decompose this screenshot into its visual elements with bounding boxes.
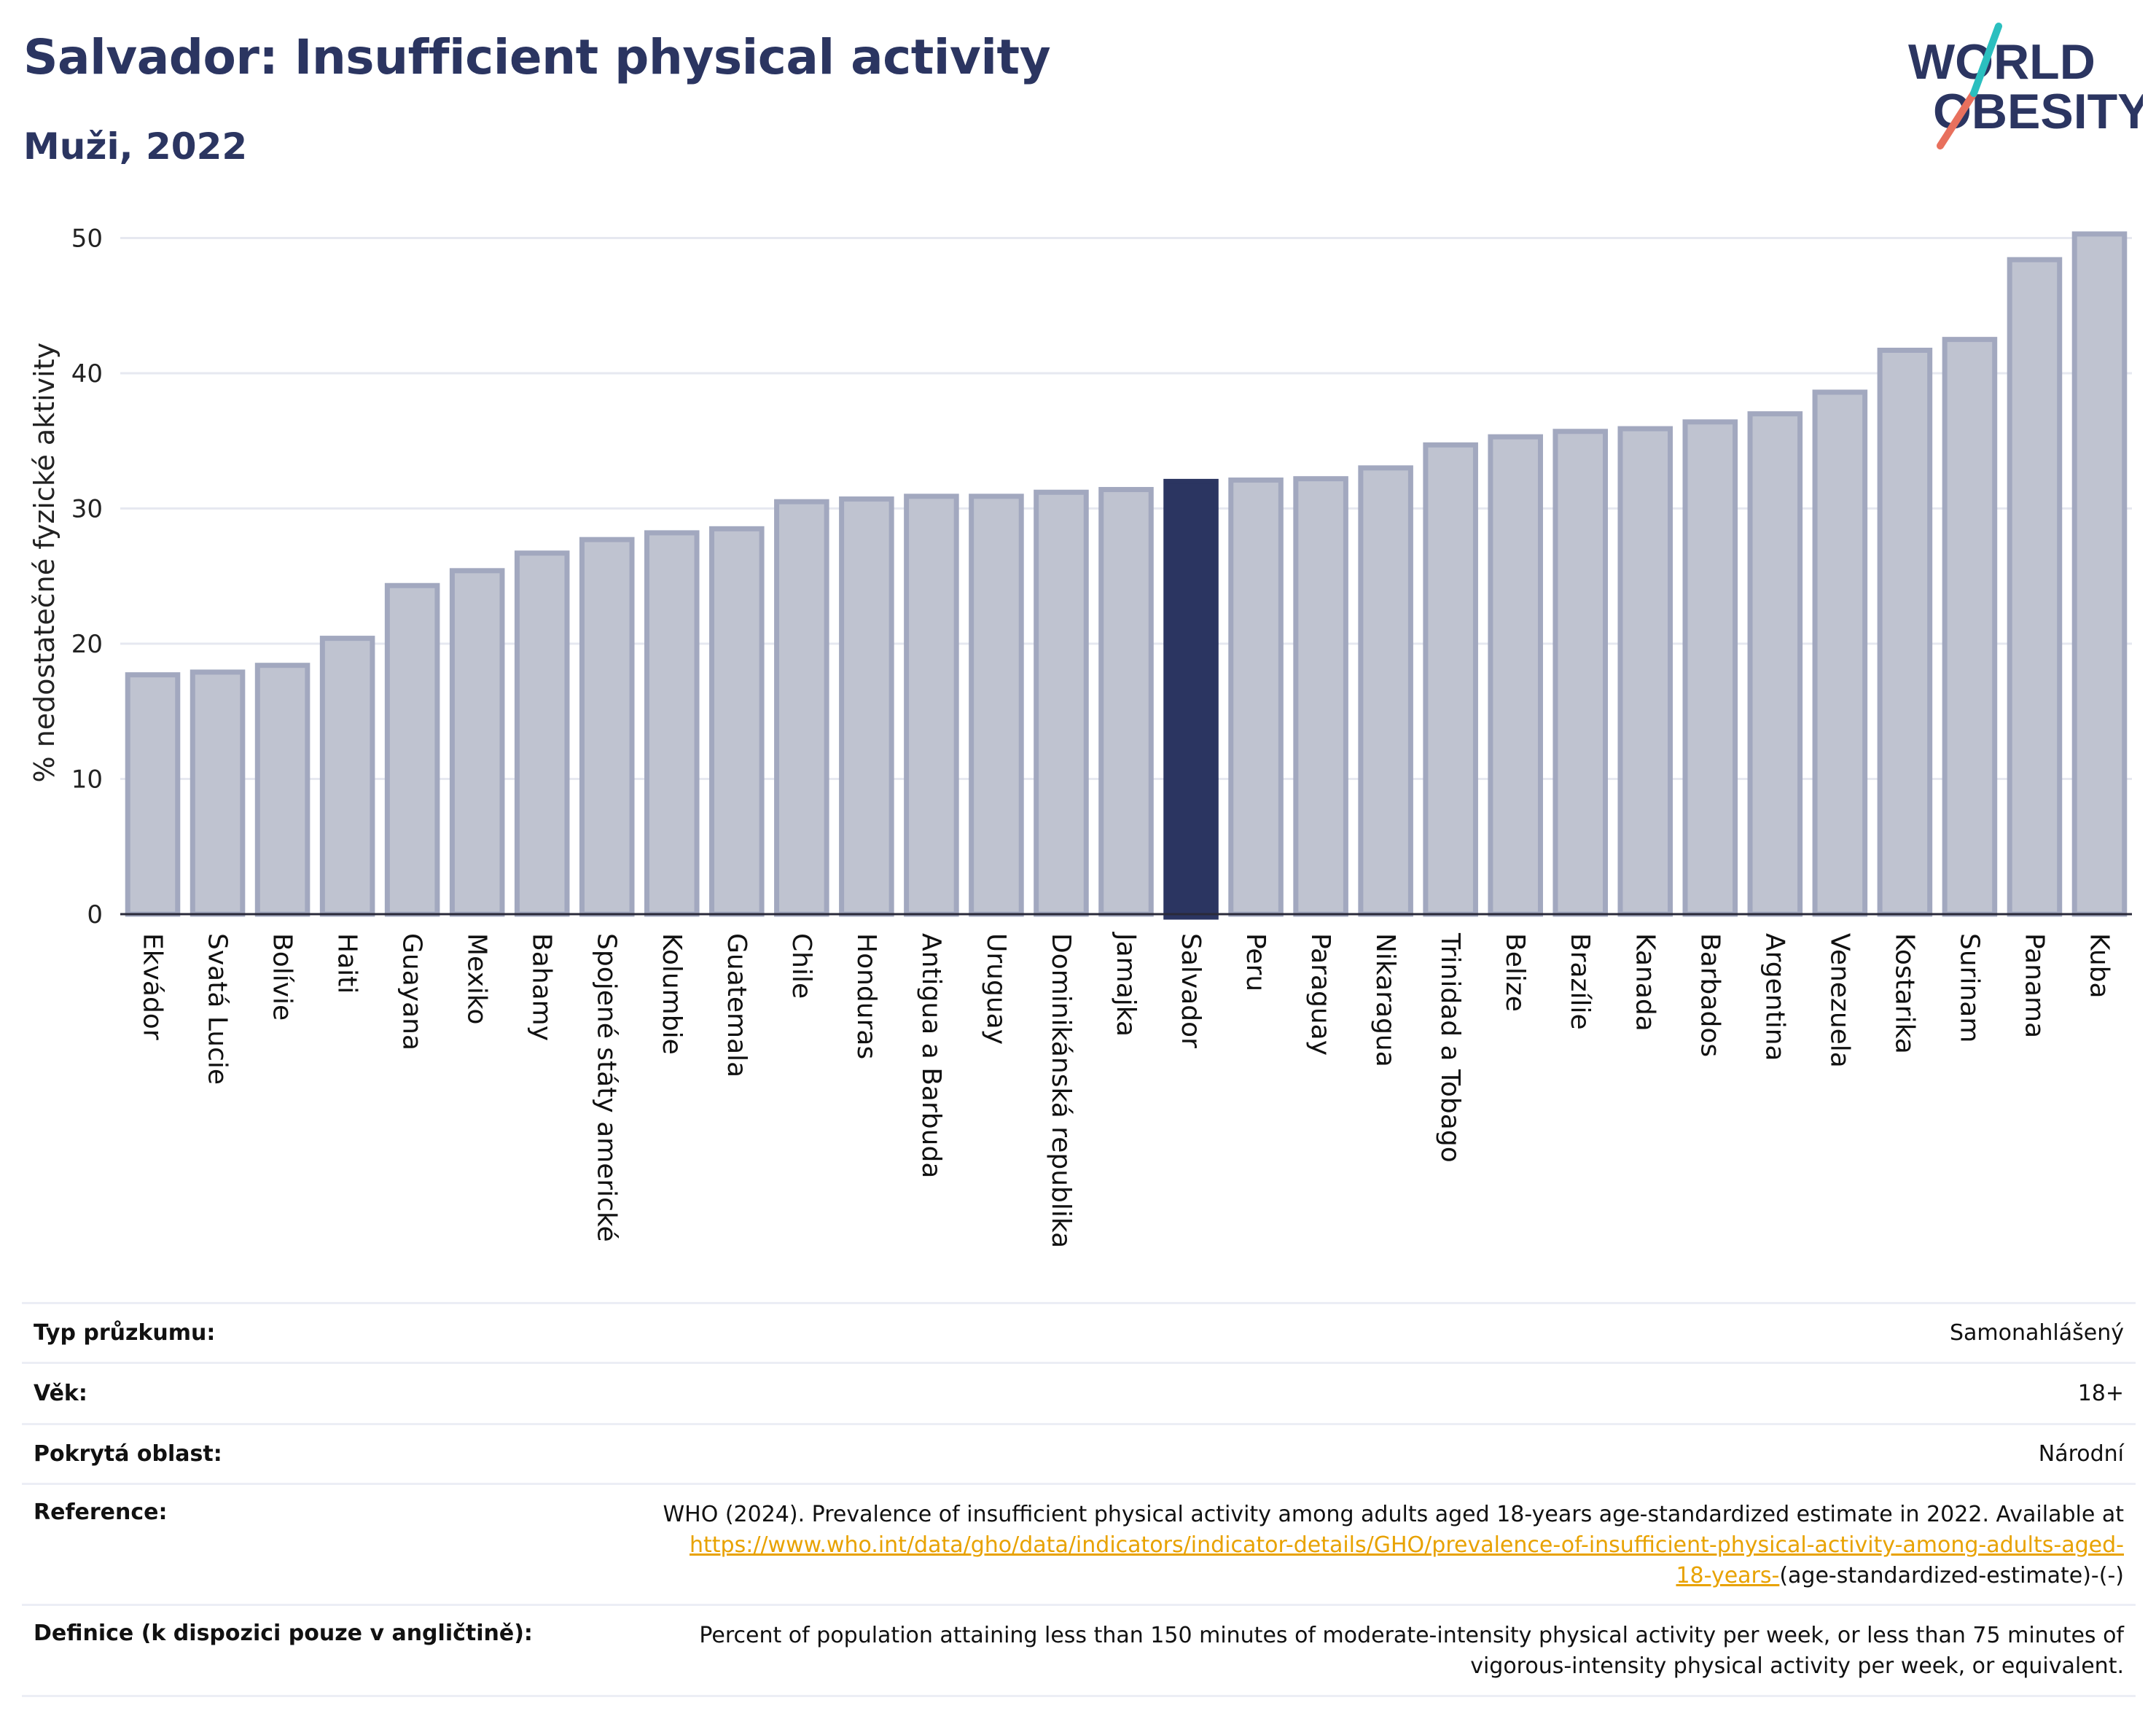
bar [125, 672, 181, 917]
x-tick-label: Kanada [1630, 933, 1660, 1032]
bar [1358, 465, 1413, 917]
x-tick-label: Chile [786, 933, 816, 999]
y-tick-label: 0 [87, 900, 103, 929]
bar [1488, 434, 1543, 917]
reference-label: Reference: [34, 1500, 168, 1525]
y-tick-label: 40 [71, 359, 103, 389]
age-label: Věk: [34, 1381, 87, 1406]
logo-line1: WORLD [1908, 34, 2096, 90]
bar [1163, 478, 1219, 920]
x-tick-label: Bahamy [527, 933, 557, 1041]
reference-value: WHO (2024). Prevalence of insufficient p… [663, 1500, 2136, 1591]
info-row-age: Věk: 18+ [22, 1362, 2136, 1423]
x-tick-label: Salvador [1176, 933, 1206, 1048]
survey-type-label: Typ průzkumu: [34, 1320, 216, 1346]
reference-link[interactable]: https://www.who.int/data/gho/data/indica… [690, 1532, 2124, 1558]
age-value: 18+ [2077, 1380, 2124, 1406]
bar [774, 499, 829, 917]
bar [1682, 419, 1738, 917]
bar [904, 494, 959, 917]
logo-line2: OBESITY [1933, 84, 2143, 139]
bar [2071, 231, 2128, 917]
bar [1617, 426, 1673, 917]
x-tick-label: Kuba [2084, 933, 2114, 999]
x-tick-label: Argentina [1759, 933, 1789, 1061]
bar [1942, 337, 1998, 917]
x-tick-label: Jamajka [1111, 932, 1141, 1037]
bar [384, 582, 440, 917]
x-tick-label: Panama [2019, 933, 2049, 1038]
bar [2007, 257, 2063, 917]
bar [1747, 411, 1803, 917]
x-tick-label: Paraguay [1305, 933, 1335, 1056]
x-tick-label: Haiti [332, 933, 362, 994]
y-tick-label: 30 [71, 495, 103, 524]
reference-suffix: (age-standardized-estimate)-(-) [1779, 1563, 2124, 1588]
reference-text: WHO (2024). Prevalence of insufficient p… [663, 1502, 2124, 1527]
survey-type-value: Samonahlášený [1950, 1319, 2124, 1346]
x-tick-label: Peru [1241, 933, 1270, 991]
x-tick-label: Honduras [851, 933, 881, 1059]
x-tick-label: Barbados [1695, 933, 1725, 1057]
chart-title: Salvador: Insufficient physical activity [23, 29, 1051, 85]
coverage-value: Národní [2038, 1440, 2124, 1467]
info-table: Typ průzkumu: Samonahlášený Věk: 18+ Pok… [22, 1302, 2136, 1697]
info-row-coverage: Pokrytá oblast: Národní [22, 1423, 2136, 1483]
bar [254, 663, 310, 917]
world-obesity-logo: WORLD OBESITY [1908, 23, 2143, 149]
x-tick-label: Mexiko [462, 933, 492, 1024]
bar [1293, 476, 1348, 917]
bar [709, 526, 765, 917]
definition-line1: Percent of population attaining less tha… [699, 1623, 2124, 1648]
bar [514, 550, 570, 917]
bar [319, 636, 375, 917]
y-tick-label: 20 [71, 630, 103, 659]
chart-subtitle: Muži, 2022 [23, 125, 248, 168]
bar [1228, 477, 1284, 917]
x-tick-label: Dominikánská republika [1046, 933, 1076, 1248]
x-tick-label: Nikaragua [1370, 933, 1400, 1067]
bar-chart: 0 10 20 30 40 50 % nedostatečné fyzické aktivi… [28, 225, 2132, 1248]
x-tick-label: Trinidad a Tobago [1435, 932, 1465, 1163]
y-tick-label: 50 [71, 225, 103, 254]
x-tick-label: Brazílie [1565, 933, 1595, 1030]
x-tick-label: Uruguay [981, 933, 1011, 1045]
x-tick-label: Venezuela [1824, 933, 1854, 1068]
x-tick-label: Guayana [397, 933, 427, 1050]
y-tick-label: 10 [71, 765, 103, 795]
x-tick-label: Guatemala [722, 933, 751, 1077]
bar [449, 568, 505, 917]
bar [839, 496, 894, 917]
bar [190, 669, 246, 917]
definition-label: Definice (k dispozici pouze v angličtině… [34, 1621, 533, 1646]
coverage-label: Pokrytá oblast: [34, 1441, 222, 1467]
bar [644, 530, 700, 917]
bar [1423, 442, 1478, 917]
x-tick-label: Svatá Lucie [203, 933, 233, 1085]
bar [1812, 389, 1868, 917]
x-tick-label: Ekvádor [138, 933, 168, 1040]
x-tick-label: Spojené státy americké [592, 933, 622, 1242]
x-tick-label: Belize [1500, 933, 1530, 1012]
bar [1552, 429, 1609, 917]
logo-slash-coral [1937, 90, 1977, 149]
definition-value: Percent of population attaining less tha… [699, 1621, 2136, 1682]
bar [579, 537, 635, 917]
info-row-definition: Definice (k dispozici pouze v angličtině… [22, 1604, 2136, 1697]
bar [1098, 487, 1154, 917]
definition-line2: vigorous-intensity physical activity per… [1470, 1653, 2124, 1679]
x-tick-label: Surinam [1954, 933, 1984, 1042]
x-tick-label: Antigua a Barbuda [916, 933, 946, 1178]
x-tick-label: Kolumbie [657, 933, 687, 1055]
bar [1034, 489, 1089, 917]
x-tick-label: Kostarika [1889, 933, 1919, 1054]
bar [969, 494, 1024, 917]
info-row-survey: Typ průzkumu: Samonahlášený [22, 1302, 2136, 1362]
info-row-reference: Reference: WHO (2024). Prevalence of ins… [22, 1483, 2136, 1604]
y-axis-title: % nedostatečné fyzické aktivity [28, 343, 60, 783]
x-tick-label: Bolívie [267, 933, 297, 1021]
reference-link-continued[interactable]: 18-years- [1676, 1563, 1780, 1588]
bar [1877, 347, 1933, 917]
logo-slash-teal [1970, 23, 2002, 97]
